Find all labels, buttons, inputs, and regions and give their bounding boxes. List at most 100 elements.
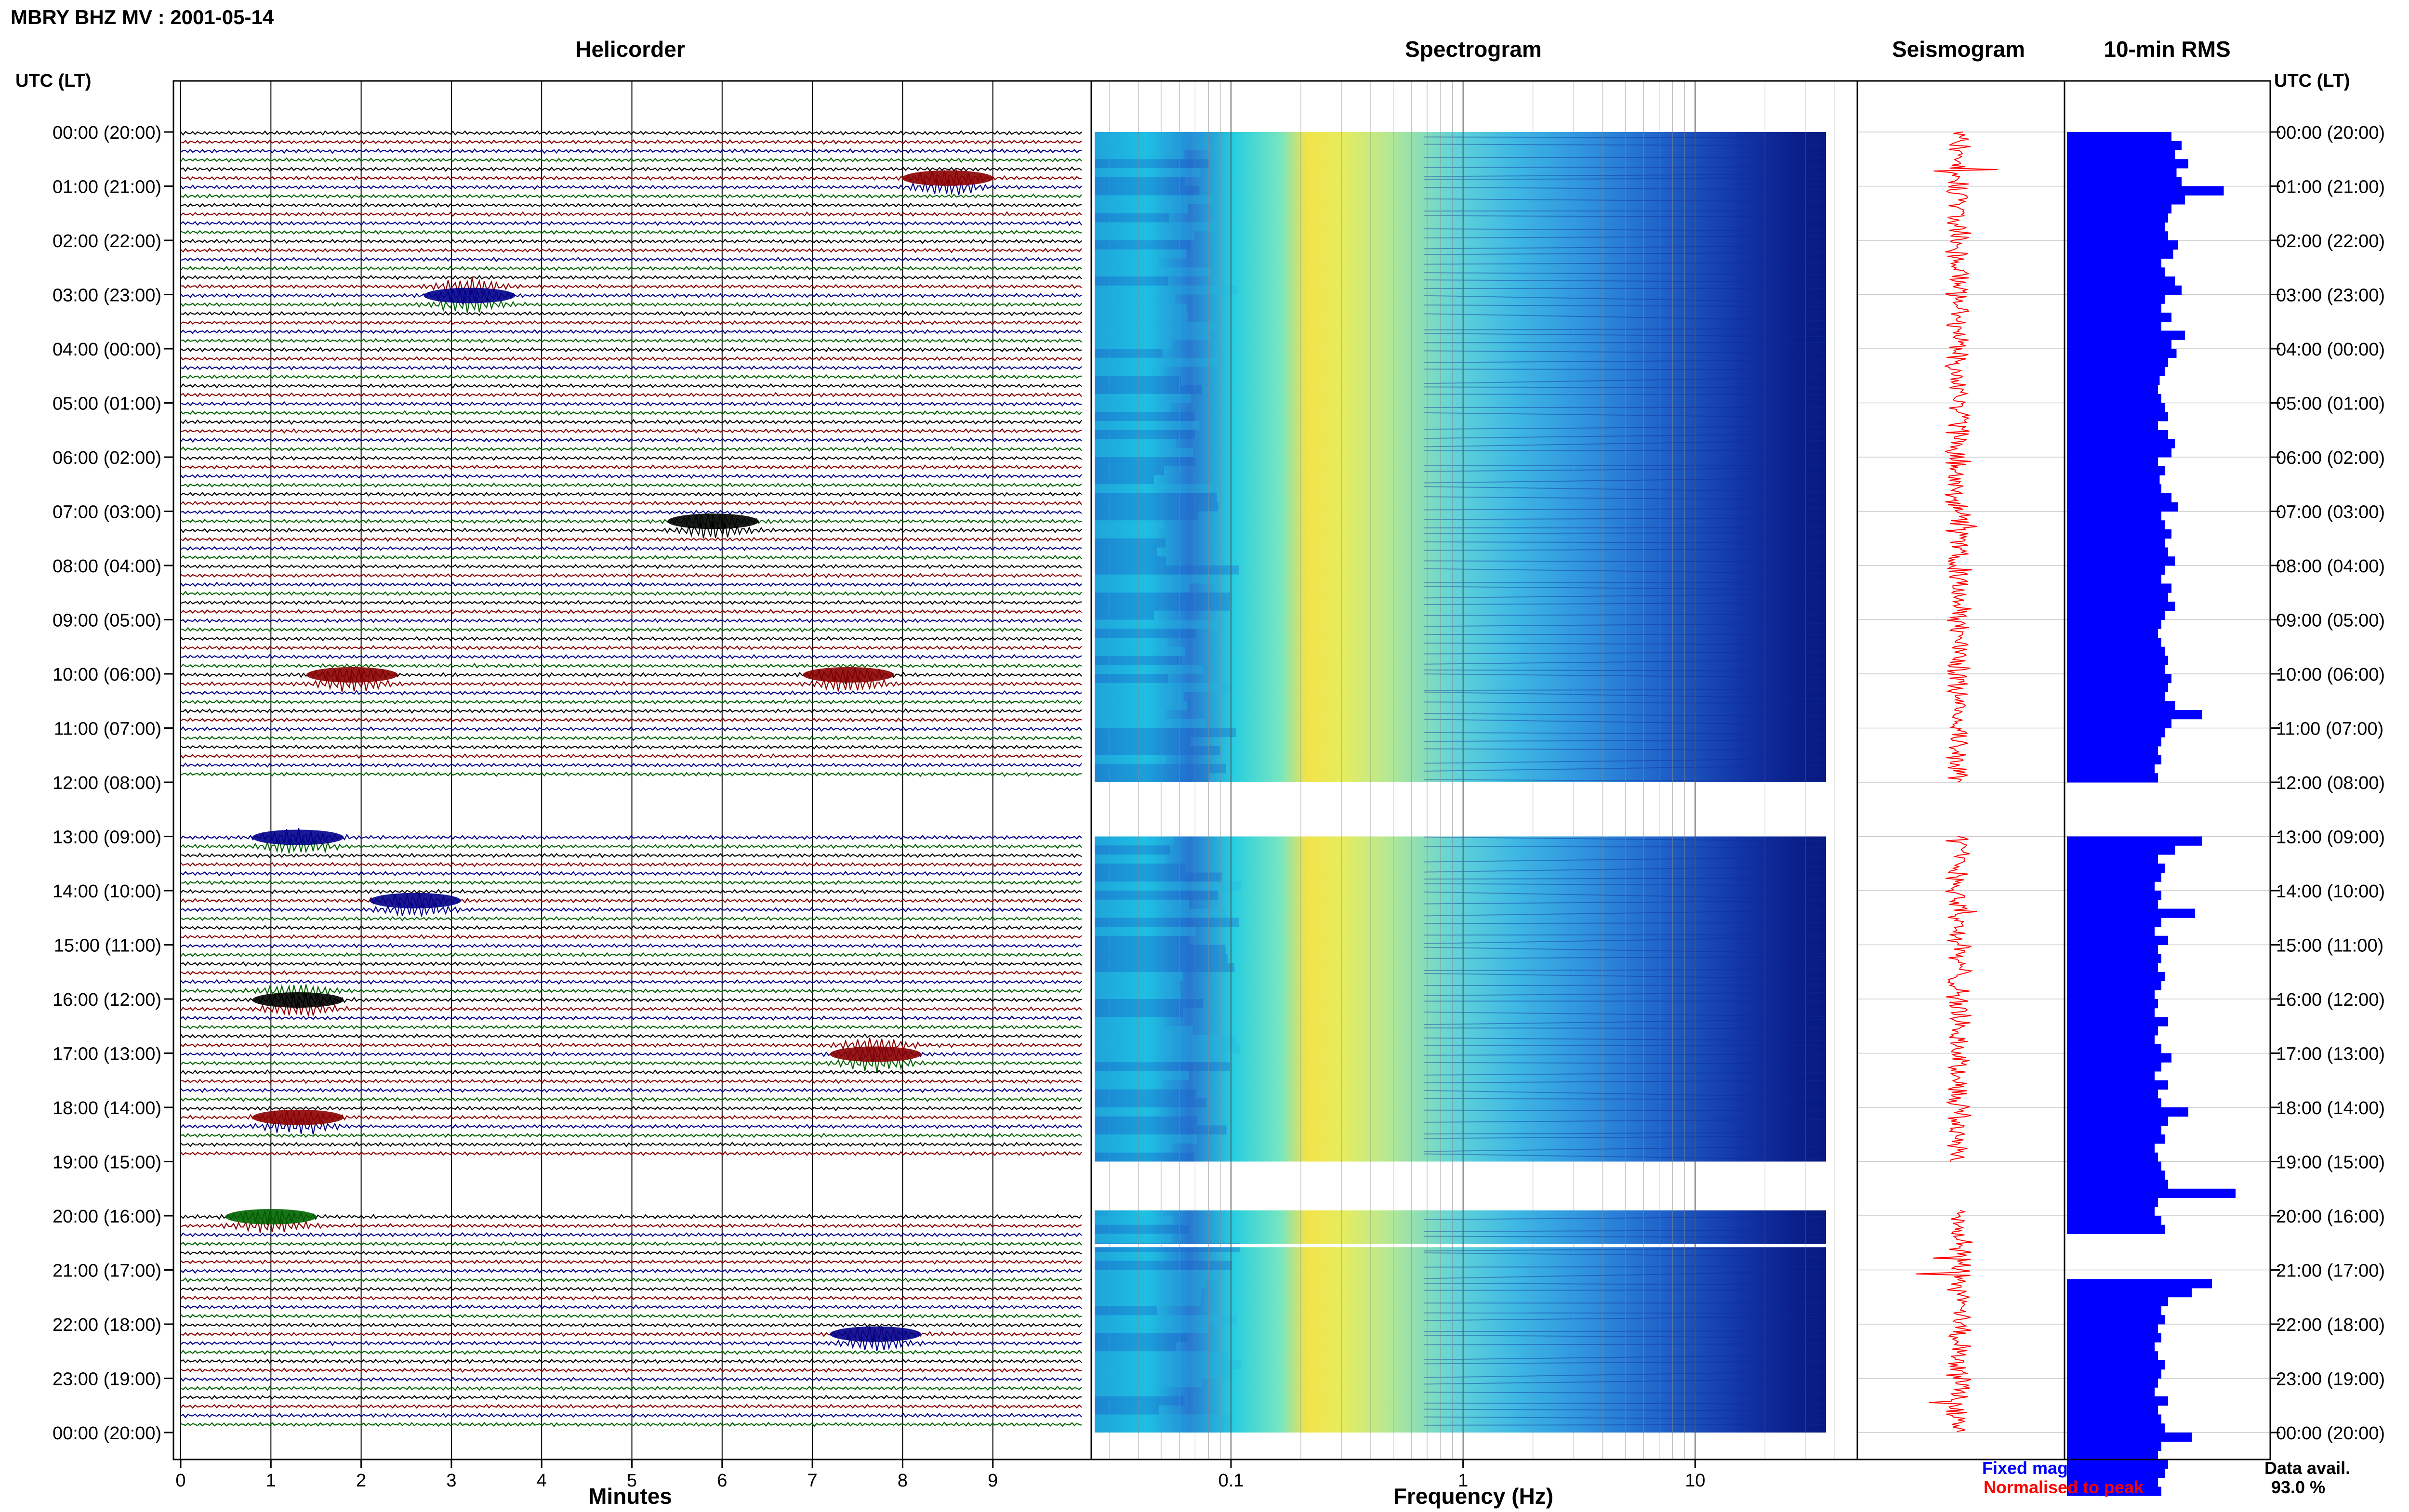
frequency-tick-label: 1 bbox=[1458, 1471, 1468, 1491]
helicorder-trace bbox=[180, 1394, 1082, 1400]
spectrogram-streak bbox=[1095, 430, 1195, 439]
spectrogram-streak bbox=[1095, 1152, 1194, 1162]
rms-bar bbox=[2067, 1125, 2161, 1135]
helicorder-trace bbox=[180, 455, 1082, 461]
spectrogram-streak bbox=[1424, 1145, 1827, 1152]
seismogram-panel bbox=[1857, 131, 2065, 1433]
minutes-tick-label: 6 bbox=[717, 1471, 727, 1491]
spectrogram-streak bbox=[1095, 565, 1239, 575]
rms-bar bbox=[2067, 1080, 2168, 1090]
spectrogram-streak bbox=[1424, 440, 1827, 447]
helicorder-trace bbox=[180, 536, 1082, 542]
helicorder-trace bbox=[180, 1325, 1082, 1343]
rms-bar bbox=[2067, 141, 2182, 150]
spectrogram-streak bbox=[1424, 719, 1827, 726]
seismogram-trace bbox=[1916, 1210, 1973, 1432]
spectrogram-streak bbox=[1424, 947, 1827, 954]
spectrogram-streak bbox=[1095, 1224, 1189, 1234]
rms-bar bbox=[2067, 1342, 2155, 1352]
spectrogram-streak bbox=[1095, 412, 1195, 421]
helicorder-trace bbox=[180, 1046, 1082, 1062]
rms-bar bbox=[2067, 764, 2155, 774]
rms-bar bbox=[2067, 285, 2182, 295]
spectrogram-streak bbox=[1095, 150, 1185, 159]
rms-bar bbox=[2067, 132, 2171, 142]
helicorder-event-burst bbox=[306, 667, 398, 683]
helicorder-event-burst bbox=[902, 170, 994, 186]
helicorder-trace bbox=[180, 1412, 1082, 1419]
rms-bar bbox=[2067, 1486, 2161, 1496]
spectrogram-streak bbox=[1424, 602, 1827, 605]
time-label-right: 01:00 (21:00) bbox=[2276, 177, 2385, 197]
spectrogram-streak bbox=[1424, 1416, 1827, 1420]
time-label-left: 13:00 (09:00) bbox=[53, 828, 161, 848]
helicorder-trace bbox=[180, 654, 1082, 660]
time-label-right: 03:00 (23:00) bbox=[2276, 286, 2385, 306]
spectrogram-streak bbox=[1424, 1315, 1827, 1321]
time-label-right: 19:00 (15:00) bbox=[2276, 1153, 2385, 1173]
helicorder-trace bbox=[180, 1105, 1082, 1112]
spectrogram-streak bbox=[1424, 467, 1827, 472]
spectrogram-streak bbox=[1095, 665, 1204, 674]
spectrogram-streak bbox=[1095, 439, 1176, 448]
rms-bar bbox=[2067, 1351, 2158, 1361]
rms-bar bbox=[2067, 1207, 2155, 1216]
spectrogram-streak bbox=[1095, 1089, 1196, 1099]
seismogram-trace bbox=[1945, 836, 1977, 1162]
rms-bar bbox=[2067, 394, 2161, 403]
spectrogram-streak bbox=[1095, 330, 1211, 340]
spectrogram-streak bbox=[1095, 294, 1176, 304]
helicorder-trace bbox=[180, 1259, 1082, 1265]
helicorder-trace bbox=[180, 970, 1082, 976]
rms-bar bbox=[2067, 755, 2161, 764]
time-label-left: 00:00 (20:00) bbox=[53, 1423, 161, 1444]
frequency-tick-label: 0.1 bbox=[1218, 1471, 1244, 1491]
helicorder-event-burst bbox=[225, 1209, 317, 1224]
spectrogram-streak bbox=[1095, 1044, 1240, 1053]
minutes-tick-label: 0 bbox=[175, 1471, 185, 1491]
rms-bar bbox=[2067, 258, 2161, 268]
rms-bar bbox=[2067, 773, 2158, 783]
rms-bar bbox=[2067, 1324, 2158, 1334]
spectrogram-streak bbox=[1095, 746, 1220, 755]
spectrogram-streak bbox=[1424, 359, 1827, 363]
spectrogram-panel bbox=[1095, 81, 1835, 1459]
rms-bar bbox=[2067, 547, 2168, 557]
spectrogram-streak bbox=[1095, 285, 1237, 295]
rms-bar bbox=[2067, 1026, 2158, 1036]
helicorder-trace bbox=[180, 1385, 1082, 1392]
time-label-right: 22:00 (18:00) bbox=[2276, 1315, 2385, 1335]
x-axes: 0 1 2 3 4 5 6 7 8 9 0.1 1 10 bbox=[175, 1459, 1705, 1491]
spectrogram-streak bbox=[1095, 1405, 1159, 1415]
spectrogram-streak bbox=[1424, 1062, 1827, 1065]
spectrogram-streak bbox=[1424, 586, 1827, 591]
spectrogram-streak bbox=[1424, 187, 1827, 190]
spectrogram-streak bbox=[1095, 1234, 1172, 1243]
spectrogram-streak bbox=[1095, 855, 1167, 864]
helicorder-trace bbox=[180, 1217, 1082, 1233]
helicorder-event-burst bbox=[369, 893, 461, 908]
spectrogram-streak bbox=[1095, 1360, 1241, 1369]
helicorder-trace bbox=[180, 383, 1082, 389]
time-label-left: 21:00 (17:00) bbox=[53, 1261, 161, 1281]
spectrogram-streak bbox=[1424, 272, 1827, 275]
rms-bar bbox=[2067, 737, 2161, 747]
helicorder-event-burst bbox=[424, 288, 516, 303]
rms-bar bbox=[2067, 1279, 2212, 1288]
spectrogram-streak bbox=[1095, 773, 1209, 782]
time-label-left: 06:00 (02:00) bbox=[53, 448, 161, 468]
rms-bar bbox=[2067, 240, 2178, 250]
helicorder-trace bbox=[180, 591, 1082, 597]
rms-bar bbox=[2067, 412, 2168, 421]
spectrogram-streak bbox=[1095, 1216, 1173, 1225]
spectrogram-streak bbox=[1095, 231, 1194, 240]
spectrogram-streak bbox=[1424, 739, 1827, 742]
time-label-left: 17:00 (13:00) bbox=[53, 1044, 161, 1065]
helicorder-trace bbox=[180, 675, 1082, 692]
spectrogram-streak bbox=[1095, 240, 1191, 250]
spectrogram-streak bbox=[1424, 713, 1827, 717]
rms-bar bbox=[2067, 493, 2171, 503]
rms-bar bbox=[2067, 665, 2165, 674]
data-avail-label: Data avail. bbox=[2264, 1458, 2350, 1478]
